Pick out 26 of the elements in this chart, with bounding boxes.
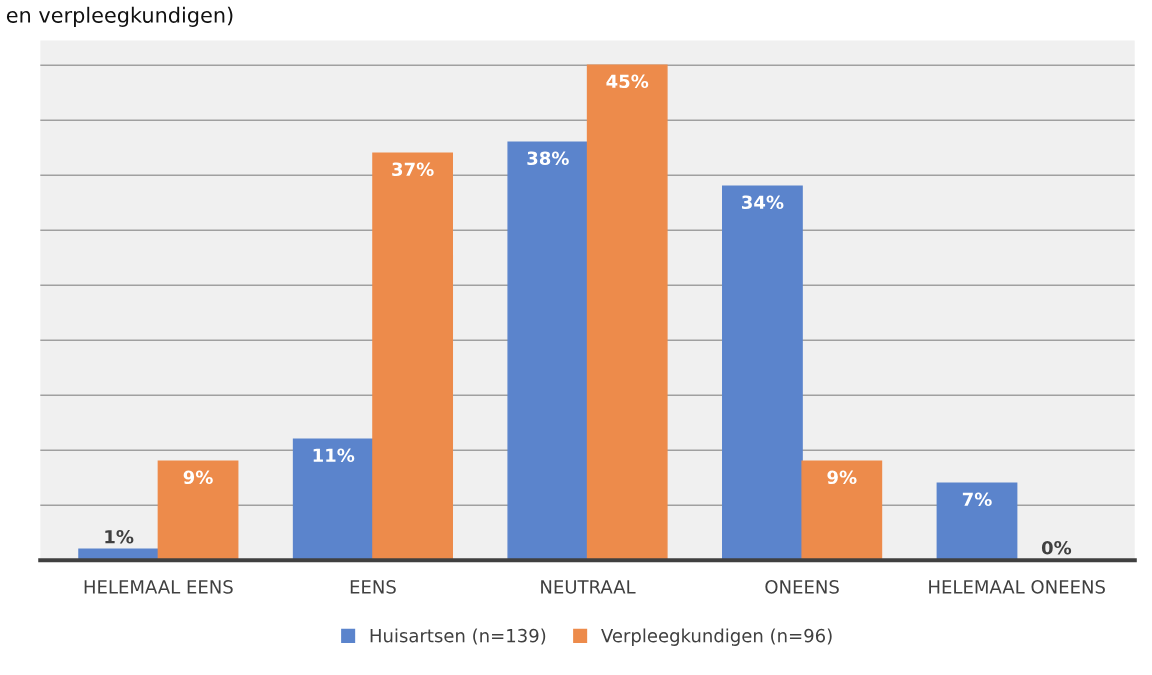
bar bbox=[507, 141, 589, 561]
x-tick-label: ONEENS bbox=[765, 580, 839, 594]
data-label: 37% bbox=[392, 162, 434, 177]
x-tick-label: EENS bbox=[350, 580, 396, 594]
data-label: 0% bbox=[1041, 540, 1072, 555]
data-label: 9% bbox=[827, 470, 857, 485]
data-label: 7% bbox=[962, 492, 992, 507]
legend-label: Huisartsen (n=139) bbox=[370, 628, 546, 645]
bar bbox=[722, 185, 803, 561]
data-label: 1% bbox=[105, 529, 134, 544]
bar bbox=[936, 482, 1018, 561]
bar bbox=[801, 460, 883, 561]
x-tick-label: HELEMAAL EENS bbox=[84, 580, 233, 594]
bar bbox=[372, 152, 454, 561]
data-label: 9% bbox=[183, 470, 213, 485]
data-label: 45% bbox=[606, 74, 649, 89]
data-label: 34% bbox=[742, 195, 784, 210]
data-label: 38% bbox=[527, 151, 569, 166]
x-tick-label: NEUTRAAL bbox=[541, 580, 636, 594]
bar bbox=[586, 64, 668, 561]
bar bbox=[292, 438, 374, 561]
bar bbox=[157, 460, 239, 561]
legend-label: Verpleegkundigen (n=96) bbox=[601, 628, 832, 646]
x-tick-label: HELEMAAL ONEENS bbox=[929, 580, 1105, 594]
data-label: 11% bbox=[313, 448, 355, 463]
chart-title: en verpleegkundigen) bbox=[6, 6, 233, 27]
